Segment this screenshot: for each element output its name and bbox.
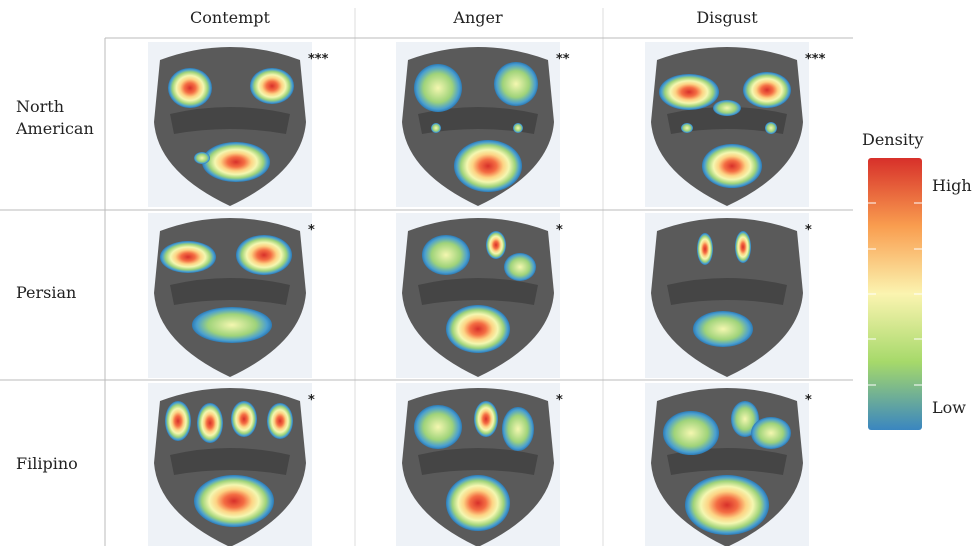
column-header: Contempt [130,8,330,27]
density-blob [194,475,274,527]
density-blob [685,475,769,535]
face-heatmap [396,42,560,207]
face-heatmap [148,42,312,207]
density-blob [414,405,462,449]
row-label: Filipino [16,453,101,475]
density-blob [735,231,751,263]
column-header: Disgust [627,8,827,27]
density-blob [236,235,292,275]
face-heatmap [645,383,809,546]
row-label: Persian [16,282,101,304]
density-blob [681,123,693,133]
density-blob [494,62,538,106]
density-blob [697,233,713,265]
density-blob [446,475,510,531]
density-blob [743,72,791,108]
row-label: North American [16,96,101,140]
face-heatmap [148,383,312,546]
face-heatmap [396,383,560,546]
figure: Density High Low Contempt Anger Disgust Nor… [0,0,978,546]
density-blob [202,142,270,182]
significance-marker: ** [556,52,570,67]
density-blob [474,401,498,437]
density-blob [422,235,470,275]
face-heatmap [645,42,809,207]
significance-marker: * [805,393,812,408]
density-blob [765,122,777,134]
density-blob [513,123,523,133]
density-blob [165,401,191,441]
density-blob [659,74,719,110]
significance-marker: * [805,223,812,238]
density-blob [267,403,293,439]
significance-marker: * [308,223,315,238]
density-blob [713,100,741,116]
density-blob [486,231,506,259]
legend-high: High [932,176,972,195]
density-blob [250,68,294,104]
significance-marker: *** [308,52,328,67]
density-blob [702,144,762,188]
density-blob [663,411,719,455]
face-heatmap [645,213,809,378]
face-heatmap [148,213,312,378]
density-blob [192,307,272,343]
density-blob [194,152,210,164]
density-blob [160,241,216,273]
density-blob [502,407,534,451]
legend-title: Density [862,130,923,149]
significance-marker: * [556,393,563,408]
significance-marker: * [308,393,315,408]
density-blob [197,403,223,443]
figure-graphics [0,0,978,546]
colorbar [868,158,922,430]
column-header: Anger [378,8,578,27]
density-blob [751,417,791,449]
face-heatmap [396,213,560,378]
density-blob [693,311,753,347]
density-blob [454,140,522,192]
density-blob [431,123,441,133]
density-blob [504,253,536,281]
legend-low: Low [932,398,966,417]
density-blob [231,401,257,437]
density-blob [168,68,212,108]
density-blob [446,305,510,353]
significance-marker: *** [805,52,825,67]
significance-marker: * [556,223,563,238]
density-blob [414,64,462,112]
